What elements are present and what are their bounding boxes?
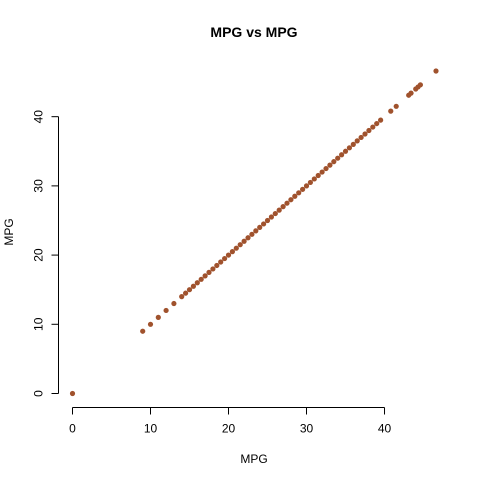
x-axis: 0 10 20 30 40 — [69, 407, 392, 436]
data-point — [393, 103, 399, 109]
data-point — [198, 276, 204, 282]
data-point — [335, 155, 341, 161]
data-point — [206, 269, 212, 275]
chart-title: MPG vs MPG — [210, 24, 297, 40]
data-point — [264, 217, 271, 224]
data-point — [362, 131, 368, 137]
data-point — [288, 197, 294, 203]
data-point — [374, 120, 380, 127]
data-point — [354, 138, 360, 144]
data-point — [323, 165, 329, 172]
x-axis-label: MPG — [240, 452, 267, 466]
data-point — [346, 145, 353, 151]
y-tick-label: 0 — [32, 390, 46, 397]
data-point — [229, 249, 236, 255]
data-point — [331, 159, 337, 165]
data-point — [163, 307, 169, 314]
x-tick-label: 20 — [222, 422, 236, 436]
data-point — [257, 224, 263, 231]
data-point — [147, 321, 154, 327]
data-point — [69, 390, 76, 397]
data-point — [315, 172, 321, 179]
y-tick-label: 40 — [32, 110, 46, 124]
data-point — [311, 176, 317, 182]
data-point — [319, 169, 325, 175]
data-point — [225, 252, 232, 258]
data-point — [190, 283, 197, 289]
data-point — [253, 228, 259, 234]
data-point — [194, 280, 200, 286]
data-point — [268, 214, 275, 220]
data-point — [249, 231, 255, 237]
data-point — [214, 262, 220, 269]
x-tick-label: 40 — [378, 422, 392, 436]
data-point — [307, 179, 314, 186]
data-point — [218, 259, 224, 265]
data-point — [237, 242, 243, 248]
x-tick-label: 30 — [300, 422, 314, 436]
data-point — [222, 255, 228, 262]
data-point — [280, 204, 286, 210]
data-point — [292, 193, 298, 199]
data-point — [366, 127, 372, 134]
data-point — [417, 82, 423, 88]
data-point — [339, 152, 345, 158]
data-point — [433, 68, 439, 74]
data-point — [183, 290, 189, 296]
y-axis-label: MPG — [2, 218, 16, 245]
data-point — [300, 186, 306, 192]
data-point — [358, 134, 364, 141]
data-point — [179, 294, 185, 300]
data-point — [370, 124, 376, 130]
y-axis: 0 10 20 30 40 — [32, 110, 59, 397]
y-tick-label: 20 — [32, 248, 46, 262]
data-point — [186, 287, 193, 293]
data-point — [272, 210, 278, 217]
data-point — [245, 235, 251, 241]
data-point — [233, 245, 239, 251]
y-tick-label: 10 — [32, 317, 46, 331]
data-points — [69, 68, 439, 397]
data-point — [327, 162, 333, 168]
data-point — [388, 108, 394, 114]
data-point — [303, 183, 310, 189]
data-point — [284, 200, 290, 206]
data-point — [171, 300, 177, 307]
data-point — [296, 190, 302, 196]
data-point — [378, 117, 384, 123]
data-point — [261, 221, 267, 227]
data-point — [350, 141, 356, 147]
data-point — [342, 148, 349, 154]
x-tick-label: 10 — [144, 422, 158, 436]
data-point — [202, 273, 208, 279]
data-point — [140, 328, 146, 334]
data-point — [155, 314, 161, 320]
x-tick-label: 0 — [69, 422, 76, 436]
data-point — [276, 207, 282, 213]
y-tick-label: 30 — [32, 179, 46, 193]
data-point — [210, 266, 216, 272]
data-point — [241, 238, 247, 244]
data-point — [408, 90, 414, 96]
